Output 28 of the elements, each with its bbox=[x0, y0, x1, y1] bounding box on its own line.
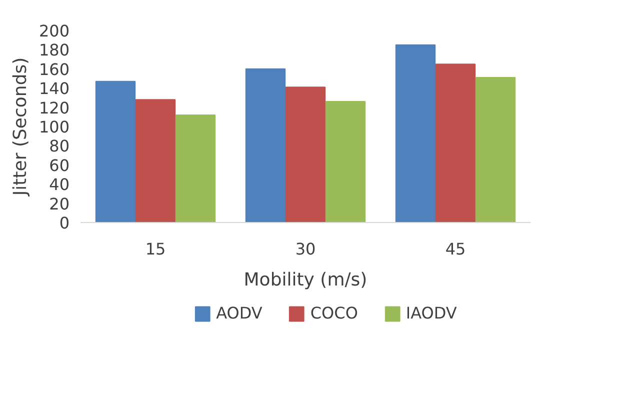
bar bbox=[395, 44, 436, 222]
x-axis-title: Mobility (m/s) bbox=[244, 270, 368, 290]
y-tick-label: 160 bbox=[38, 60, 70, 79]
y-tick-label: 100 bbox=[38, 118, 70, 136]
y-tick-label: 200 bbox=[38, 22, 70, 40]
y-tick-label: 40 bbox=[49, 175, 70, 194]
bar bbox=[245, 68, 286, 222]
y-tick-label: 180 bbox=[38, 40, 70, 60]
y-tick-label: 60 bbox=[49, 156, 70, 175]
y-tick-label: 80 bbox=[49, 136, 70, 156]
bar bbox=[95, 80, 136, 222]
legend-label: AODV bbox=[216, 304, 262, 322]
bar bbox=[475, 77, 516, 222]
bar bbox=[435, 64, 476, 222]
bar bbox=[135, 99, 176, 222]
bar bbox=[175, 114, 216, 222]
legend-label: COCO bbox=[310, 304, 358, 322]
bar bbox=[285, 86, 326, 222]
y-axis-title: Jitter (Seconds) bbox=[10, 57, 31, 197]
bar bbox=[325, 101, 366, 222]
y-tick-label: 20 bbox=[49, 194, 70, 214]
y-tick-label: 0 bbox=[59, 214, 70, 232]
x-tick-label: 45 bbox=[445, 240, 466, 258]
x-tick-label: 15 bbox=[145, 240, 166, 258]
y-tick-label: 120 bbox=[38, 98, 70, 118]
legend-label: IAODV bbox=[406, 304, 457, 322]
x-tick-label: 30 bbox=[295, 240, 316, 258]
y-tick-label: 140 bbox=[38, 79, 70, 98]
